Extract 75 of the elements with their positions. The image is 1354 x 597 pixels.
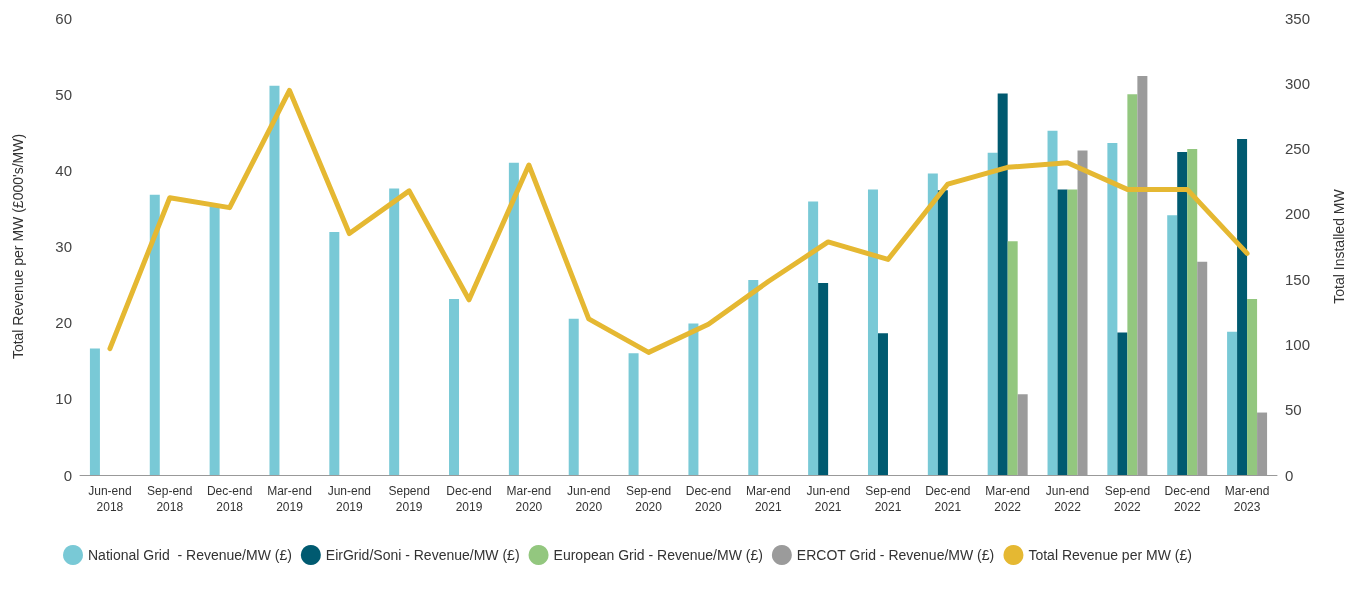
x-tick-label: Sep-end 2018 [147, 484, 193, 514]
bar [937, 190, 948, 475]
y2-tick-label: 100 [1285, 335, 1311, 353]
bar [89, 348, 100, 475]
bar [688, 323, 699, 475]
x-tick-label: Dec-end 2020 [685, 484, 732, 514]
legend-label: European Grid - Revenue/MW (£) [553, 547, 763, 563]
x-tick-label: Jun-end 2019 [327, 484, 372, 514]
bar [389, 188, 400, 475]
x-tick-label: Jun-end 2021 [806, 484, 850, 514]
bar [1007, 241, 1018, 475]
x-tick-label: Mar-end 2019 [267, 484, 312, 514]
x-tick-label: Jun-end 2020 [567, 484, 611, 514]
y2-tick-label: 350 [1285, 9, 1311, 27]
y2-tick-label: 50 [1285, 401, 1302, 419]
bar [1067, 189, 1078, 475]
x-tick-label: Sep-end 2021 [865, 484, 911, 514]
bar [1057, 189, 1068, 475]
bar [867, 189, 878, 475]
y2-tick-label: 0 [1285, 466, 1294, 484]
bar [1247, 299, 1258, 475]
bar [1177, 152, 1188, 475]
x-tick-label: Mar-end 2021 [745, 484, 791, 514]
bar [748, 280, 759, 475]
x-tick-label: Mar-end 2023 [1224, 484, 1270, 514]
x-tick-label: Jun-end 2022 [1045, 484, 1090, 514]
y-tick-label: 20 [55, 314, 72, 332]
y2-tick-label: 250 [1285, 140, 1311, 158]
bar [1117, 332, 1128, 475]
bar [927, 173, 938, 475]
y2-axis-title: Total Installed MW [1331, 188, 1347, 304]
bar [1127, 94, 1138, 475]
x-tick-label: Mar-end 2020 [506, 484, 552, 514]
legend-label: Total Revenue per MW (£) [1028, 547, 1192, 563]
x-tick-label: Dec-end 2022 [1164, 484, 1210, 514]
y2-tick-label: 300 [1285, 74, 1311, 92]
x-tick-label: Dec-end 2019 [446, 484, 492, 514]
x-tick-label: Dec-end 2018 [206, 484, 253, 514]
bar [329, 232, 340, 475]
y2-tick-label: 150 [1285, 270, 1311, 288]
bar [508, 162, 519, 475]
x-tick-label: Sepend 2019 [388, 484, 430, 514]
bar [449, 299, 460, 475]
bar [628, 353, 639, 475]
legend-label: National Grid - Revenue/MW (£) [88, 547, 292, 563]
bar [818, 283, 829, 475]
bar [209, 206, 220, 475]
y-tick-label: 10 [55, 390, 72, 408]
bar [1047, 130, 1058, 475]
y2-tick-label: 200 [1285, 205, 1311, 223]
bar [149, 194, 160, 475]
x-tick-label: Sep-end 2020 [625, 484, 672, 514]
bar [997, 93, 1008, 475]
bar [877, 333, 888, 475]
y-tick-label: 60 [55, 9, 72, 27]
y-tick-label: 50 [55, 85, 72, 103]
y-tick-label: 40 [55, 161, 72, 179]
bar [1107, 142, 1118, 475]
y-tick-label: 30 [55, 238, 72, 255]
bar [1187, 149, 1198, 475]
bar [808, 201, 819, 475]
bar [1167, 215, 1178, 475]
bar [568, 318, 579, 475]
bar [269, 85, 280, 475]
legend-label: ERCOT Grid - Revenue/MW (£) [796, 547, 995, 563]
x-tick-label: Dec-end 2021 [925, 484, 971, 514]
y-axis-title: Total Revenue per MW (£000's/MW) [10, 133, 26, 360]
x-tick-label: Mar-end 2022 [985, 484, 1031, 514]
legend-label: EirGrid/Soni - Revenue/MW (£) [325, 547, 520, 563]
bar [1227, 331, 1238, 475]
y-tick-label: 0 [63, 466, 72, 484]
bar [987, 152, 998, 475]
bar [1237, 139, 1248, 475]
x-tick-label: Jun-end 2018 [88, 484, 132, 514]
x-tick-label: Sep-end 2022 [1104, 484, 1151, 514]
